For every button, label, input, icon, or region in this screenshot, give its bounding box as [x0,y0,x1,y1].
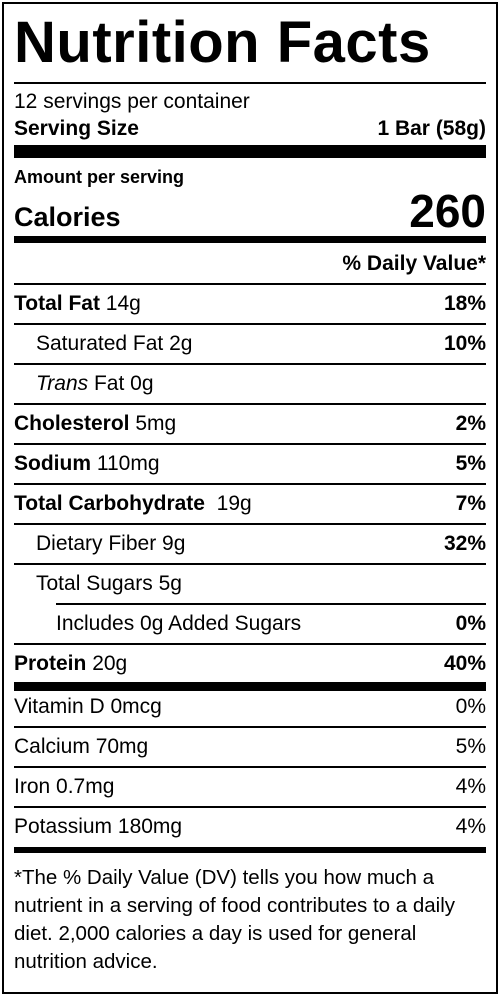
nutrient-row-added-sugars: Includes 0g Added Sugars 0% [14,604,486,644]
vitamin-name: Potassium [14,815,113,838]
nutrient-row-protein: Protein 20g 40% [14,644,486,684]
nutrient-dv: 18% [443,292,486,315]
calories-row: Calories 260 [14,188,486,234]
divider [14,363,486,365]
vitamin-dv: 5% [455,735,486,758]
nutrient-row-total-sugars: Total Sugars 5g [14,564,486,604]
divider [14,283,486,285]
nutrient-amount: 19g [216,492,252,515]
nutrient-name: Total Fat [14,292,100,315]
nutrient-amount: 5g [158,572,182,595]
nutrient-dv: 5% [455,452,486,475]
vitamin-row-potassium: Potassium 180mg 4% [14,807,486,847]
nutrient-name: Sodium [14,452,91,475]
nutrient-dv: 32% [443,532,486,555]
nutrient-row-cholesterol: Cholesterol 5mg 2% [14,404,486,444]
thick-divider [14,145,486,158]
footnote: *The % Daily Value (DV) tells you how mu… [14,866,456,973]
thick-divider [14,682,486,691]
vitamin-amount: 0mcg [110,695,162,718]
vitamin-name: Calcium [14,735,90,758]
vitamin-amount: 0.7mg [56,775,115,798]
divider [14,563,486,565]
divider [56,603,486,605]
divider [14,806,486,808]
medium-divider [14,847,486,853]
dv-header: % Daily Value* [342,252,486,275]
nutrient-row-sodium: Sodium 110mg 5% [14,444,486,484]
servings-per-container: 12 servings per container [14,90,250,113]
dv-header-row: % Daily Value* [14,244,486,284]
nutrient-dv: 10% [443,332,486,355]
nutrient-name: Includes 0g Added Sugars [56,612,302,635]
nutrient-amount: 14g [105,292,141,315]
nutrient-name: Cholesterol [14,412,130,435]
nutrient-row-total-fat: Total Fat 14g 18% [14,284,486,324]
nutrient-row-total-carbohydrate: Total Carbohydrate 19g 7% [14,484,486,524]
divider [14,726,486,728]
nutrient-name-italic: Trans [36,372,89,395]
divider [14,403,486,405]
divider [14,443,486,445]
divider [14,82,486,84]
medium-divider [14,236,486,243]
nutrient-row-saturated-fat: Saturated Fat 2g 10% [14,324,486,364]
vitamin-row-calcium: Calcium 70mg 5% [14,727,486,767]
divider [14,523,486,525]
vitamin-amount: 180mg [117,815,183,838]
vitamin-dv: 0% [455,695,486,718]
nutrient-dv: 40% [443,652,486,675]
vitamin-row-iron: Iron 0.7mg 4% [14,767,486,807]
nutrient-amount: 110mg [96,452,160,475]
amount-per-serving: Amount per serving [14,167,185,187]
nutrient-row-trans-fat: Trans Fat 0g [14,364,486,404]
nutrient-name: Dietary Fiber [36,532,157,555]
nutrient-amount: 5mg [135,412,177,435]
vitamin-name: Iron [14,775,51,798]
serving-size-label: Serving Size [14,117,139,140]
nutrient-name: Saturated Fat [36,332,164,355]
vitamin-amount: 70mg [95,735,149,758]
nutrient-amount: 0g [130,372,154,395]
label-title: Nutrition Facts [14,10,431,75]
nutrient-amount: 2g [169,332,193,355]
divider [14,766,486,768]
nutrient-name: Total Sugars [36,572,153,595]
nutrient-row-dietary-fiber: Dietary Fiber 9g 32% [14,524,486,564]
vitamin-row-vitamin-d: Vitamin D 0mcg 0% [14,687,486,727]
nutrient-dv: 2% [455,412,486,435]
nutrient-dv: 7% [455,492,486,515]
nutrient-amount: 9g [162,532,186,555]
serving-size-row: Serving Size 1 Bar (58g) [14,116,486,142]
nutrient-name: Total Carbohydrate [14,492,205,515]
divider [14,643,486,645]
vitamin-name: Vitamin D [14,695,105,718]
divider [14,483,486,485]
vitamin-dv: 4% [455,815,486,838]
calories-value: 260 [409,185,486,237]
serving-size-value: 1 Bar (58g) [377,117,486,140]
nutrient-name: Protein [14,652,87,675]
divider [14,323,486,325]
calories-label: Calories [14,202,121,232]
nutrient-name: Fat [93,372,125,395]
vitamin-dv: 4% [455,775,486,798]
nutrient-amount: 20g [92,652,128,675]
nutrient-dv: 0% [455,612,486,635]
